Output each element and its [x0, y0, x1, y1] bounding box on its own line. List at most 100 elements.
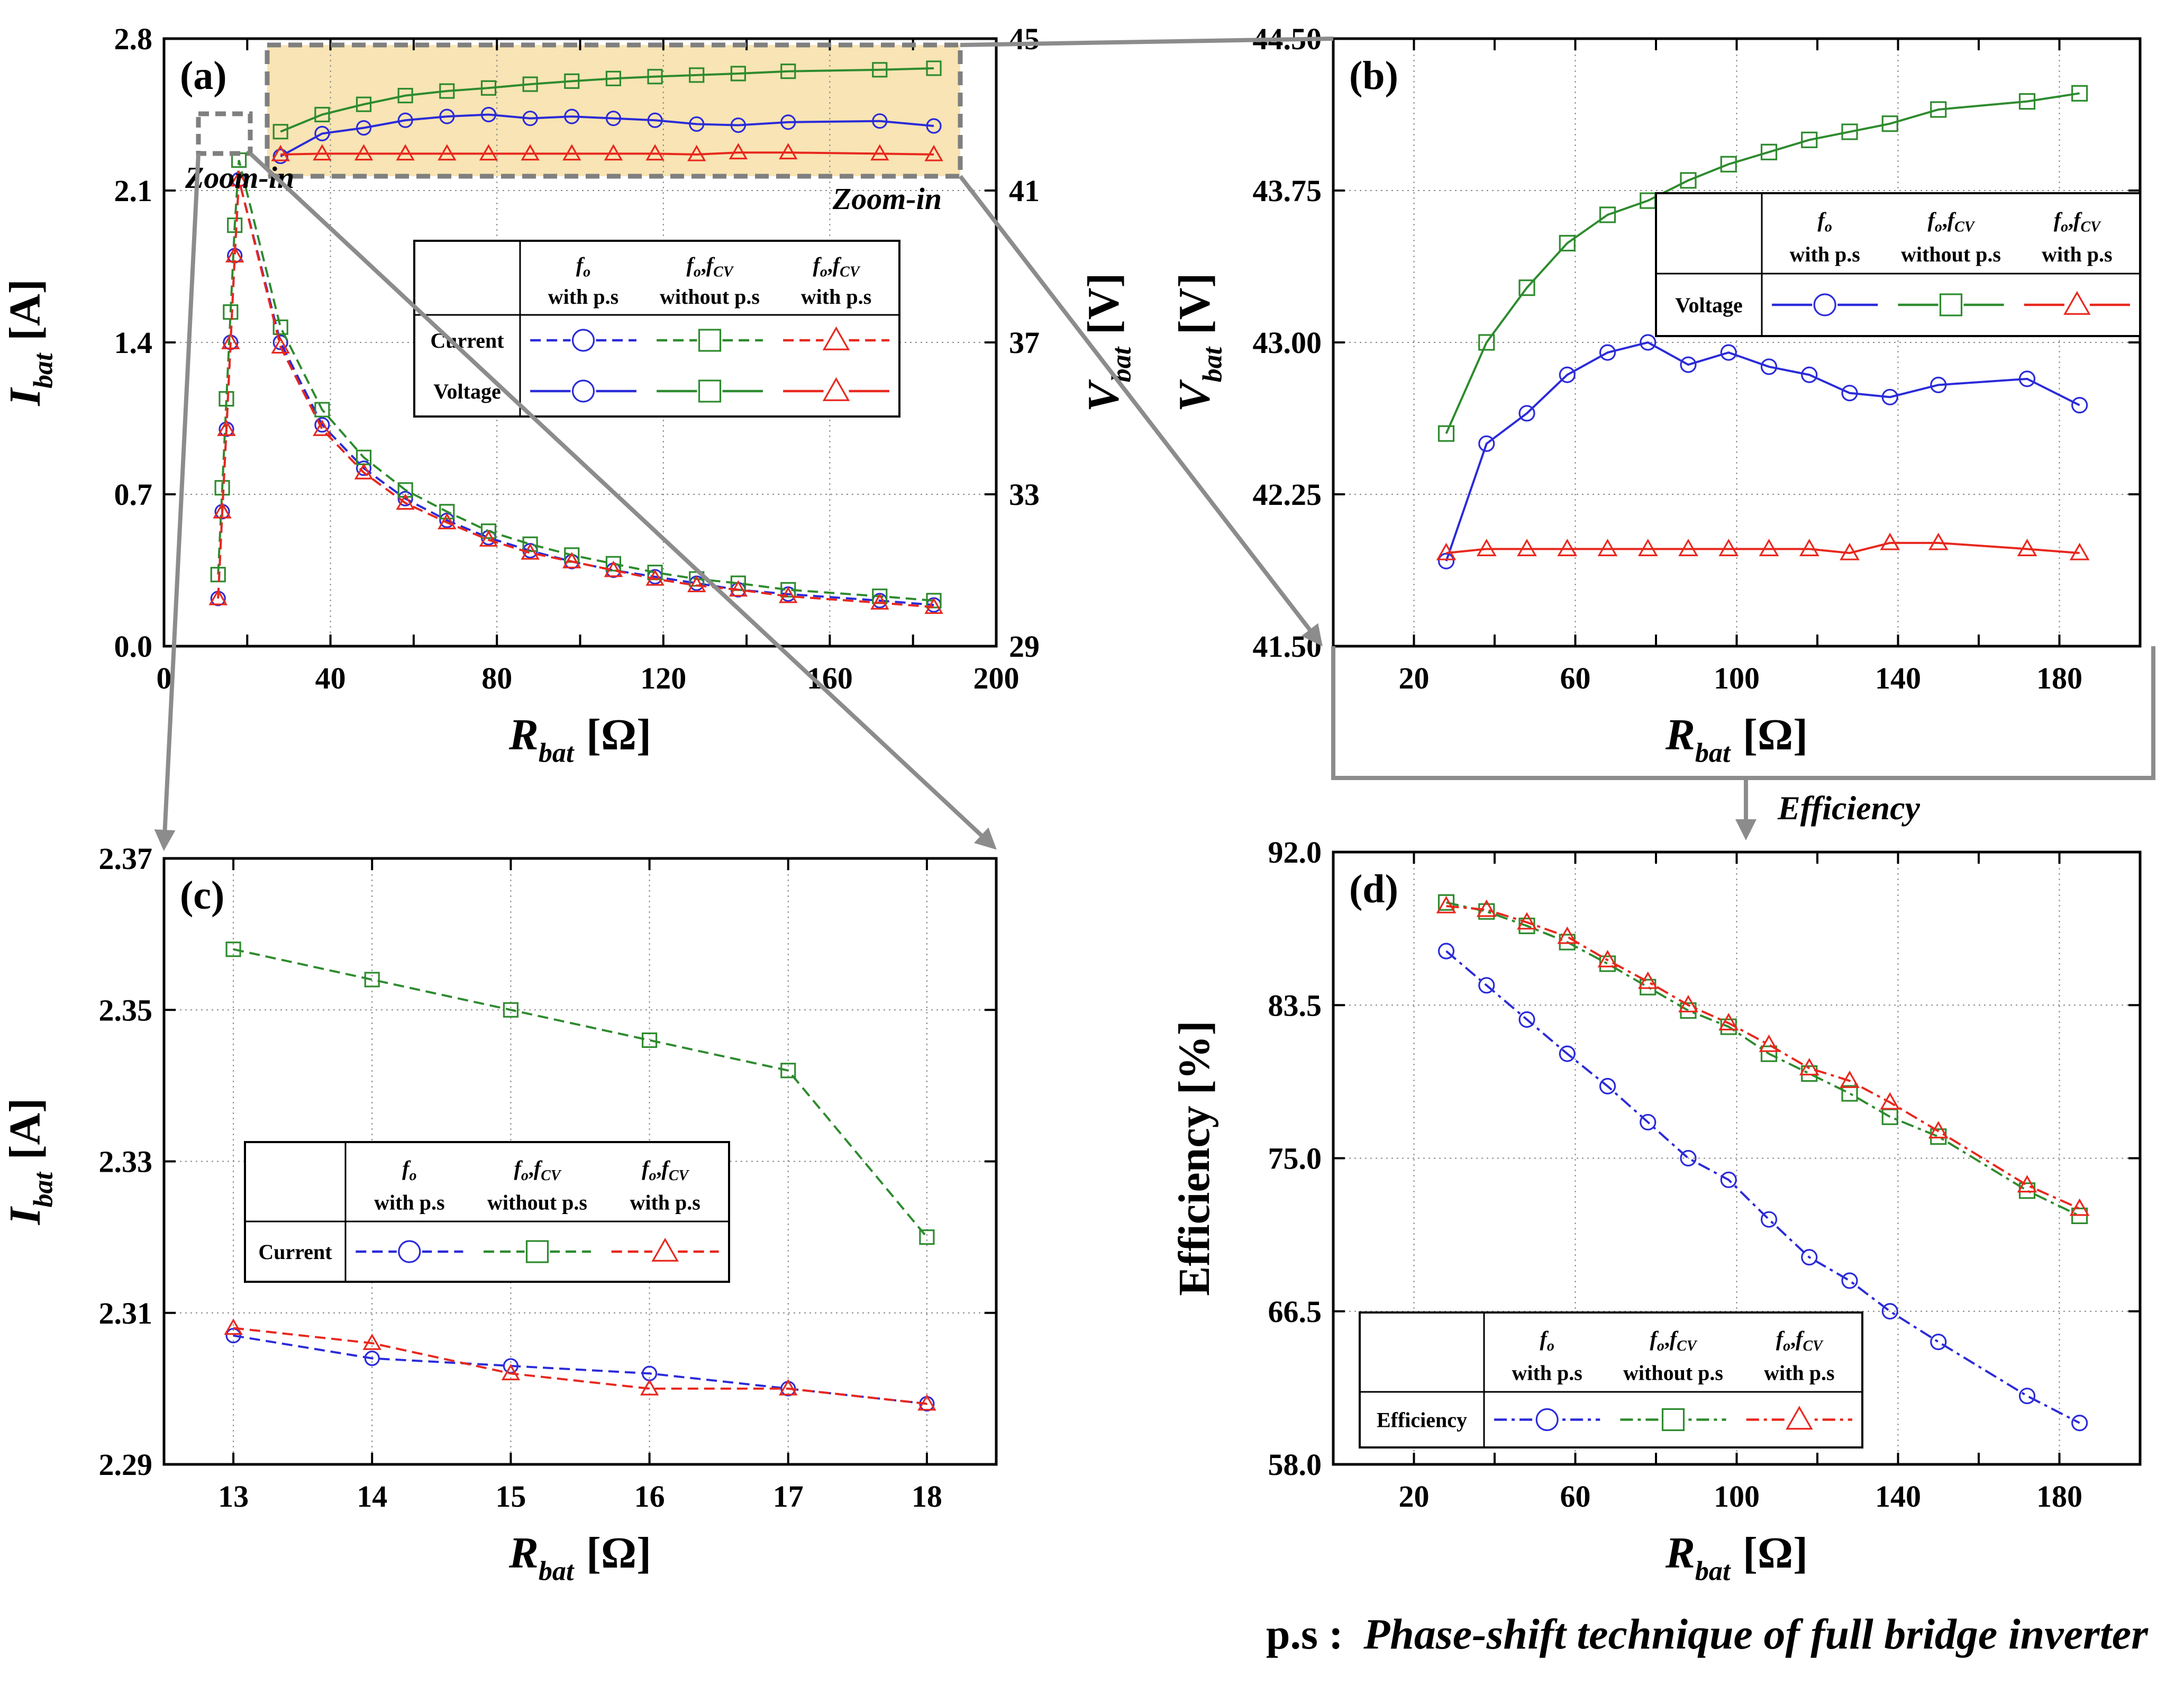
data-point	[438, 144, 457, 161]
x-tick-label: 20	[1399, 1479, 1430, 1514]
x-axis-title-subscript: bat	[539, 1556, 575, 1587]
legend-header-comma: ,	[1942, 208, 1948, 232]
data-point	[1718, 1012, 1739, 1030]
data-point	[223, 304, 239, 320]
legend-marker	[571, 329, 595, 352]
legend-marker	[2063, 291, 2091, 315]
legend-row-label: Efficiency	[1377, 1408, 1467, 1432]
data-point	[1718, 538, 1739, 556]
legend-header-line2: with p.s	[1512, 1361, 1582, 1385]
data-point	[1841, 385, 1858, 402]
x-axis-title: Rbat [Ω]	[1665, 1528, 1808, 1587]
legend-header-sub: o	[1825, 219, 1832, 236]
legend-marker-bg	[570, 378, 596, 404]
data-point	[729, 143, 748, 160]
x-axis-title-symbol: R	[508, 710, 539, 759]
data-point	[1720, 344, 1737, 361]
legend-marker	[822, 326, 850, 350]
data-point	[314, 402, 330, 418]
data-point	[1478, 903, 1495, 920]
y2-axis-title-unit: [V]	[1079, 273, 1128, 335]
y2-tick-label: 41	[1009, 174, 1040, 208]
data-point	[227, 218, 243, 233]
footnote-text: Phase-shift technique of full bridge inv…	[1363, 1610, 2149, 1658]
legend-header-sub: o	[1657, 1338, 1664, 1354]
data-point	[687, 576, 706, 593]
data-point	[314, 106, 330, 123]
efficiency-arrow-label: Efficiency	[1777, 789, 1921, 827]
series-line	[233, 1334, 927, 1405]
data-point	[1517, 538, 1537, 556]
legend-marker	[525, 1240, 549, 1263]
data-point	[2069, 542, 2090, 560]
x-tick-label: 180	[2036, 1479, 2082, 1514]
y-tick-label: 92.0	[1268, 835, 1322, 870]
plot-frame	[162, 37, 998, 648]
data-point	[1680, 356, 1697, 373]
data-point	[1720, 1171, 1737, 1188]
panel-label: (c)	[180, 873, 224, 918]
data-point	[780, 582, 796, 598]
data-point	[1478, 334, 1495, 351]
legend-marker-bg	[570, 328, 596, 353]
series-line	[217, 179, 934, 609]
legend-header-f: f	[1927, 208, 1936, 232]
y-axis-title-subscript: bat	[29, 352, 59, 388]
x-tick-label: 60	[1560, 661, 1591, 695]
y-axis-title-symbol: I	[1, 387, 50, 406]
y2-tick-label: 37	[1009, 325, 1040, 360]
data-point	[397, 88, 413, 104]
legend-row-label: Voltage	[433, 379, 501, 403]
legend-header-comma: ,	[529, 1156, 534, 1180]
data-point	[439, 108, 455, 124]
legend-header-f: f	[576, 253, 585, 277]
data-point	[926, 60, 942, 76]
legend-header-comma: ,	[656, 1156, 661, 1180]
data-point	[1880, 532, 1900, 550]
legend-header-line2: with p.s	[548, 285, 618, 309]
data-point	[1720, 156, 1737, 173]
y-tick-label: 66.5	[1268, 1294, 1322, 1329]
x-axis-title-unit: [Ω]	[1743, 710, 1808, 759]
legend-row-label: Voltage	[1675, 293, 1742, 317]
data-point	[1680, 172, 1697, 189]
legend-header-comma: ,	[1790, 1327, 1796, 1351]
legend-header-sub: o	[2061, 219, 2068, 236]
data-point	[1881, 115, 1898, 132]
data-point	[2071, 397, 2088, 414]
series-line	[1446, 905, 2080, 1210]
legend-header-comma: ,	[827, 253, 833, 277]
data-point	[356, 460, 372, 476]
data-point	[439, 504, 455, 520]
data-point	[362, 1333, 381, 1350]
panel-label: (d)	[1349, 867, 1398, 911]
data-point	[2018, 93, 2036, 110]
data-point	[605, 70, 622, 86]
data-point	[221, 332, 240, 349]
data-point	[356, 96, 372, 112]
legend-header-f: f	[1776, 1327, 1785, 1351]
data-point	[521, 144, 540, 161]
data-point	[1799, 538, 1819, 556]
plot-frame	[162, 857, 998, 1466]
series-line	[233, 948, 928, 1238]
data-point	[271, 144, 290, 161]
data-point	[1476, 899, 1497, 917]
data-point	[1801, 366, 1818, 383]
data-point	[219, 391, 234, 407]
data-point	[503, 1002, 519, 1018]
data-point	[1436, 895, 1457, 913]
data-point	[480, 106, 497, 123]
data-point	[2017, 1175, 2037, 1193]
data-point	[1517, 912, 1537, 930]
data-point	[1930, 101, 1947, 118]
legend-header-line2: with p.s	[2042, 242, 2112, 266]
plot-frame	[1332, 37, 2142, 648]
figure-annotations: p.s : Phase-shift technique of full brid…	[1266, 789, 2149, 1658]
legend-header-f2: f	[1948, 208, 1957, 232]
zoom-arrow-c-right	[249, 152, 997, 850]
x-axis-title-subscript: bat	[539, 738, 575, 768]
data-point	[2018, 1388, 2036, 1405]
x-axis-title-unit: [Ω]	[586, 1528, 651, 1578]
